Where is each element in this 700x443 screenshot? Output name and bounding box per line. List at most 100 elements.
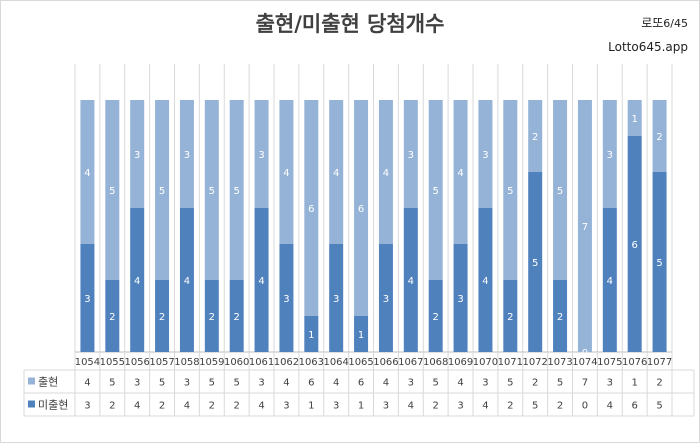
data-label-1064-chul: 4 [333, 168, 339, 179]
table-value-r0-1072: 2 [532, 378, 538, 389]
bar-1054-misschul [80, 244, 95, 352]
table-value-r1-1070: 4 [482, 401, 488, 412]
bar-1060-chul [229, 100, 244, 280]
table-value-r0-1064: 4 [333, 378, 339, 389]
data-label-1072-misschul: 5 [532, 258, 538, 269]
bar-1071-misschul [503, 280, 518, 352]
table-value-r1-1063: 1 [308, 401, 314, 412]
legend-swatch-0 [28, 377, 35, 385]
bar-1058-chul [179, 100, 194, 208]
table-value-r0-1068: 5 [433, 378, 439, 389]
table-value-r0-1071: 5 [507, 378, 513, 389]
bar-1068-misschul [428, 280, 443, 352]
bar-1069-chul [453, 100, 468, 244]
bar-1075-chul [602, 100, 617, 208]
category-label-1075: 1075 [597, 357, 622, 368]
table-value-r1-1074: 0 [582, 401, 588, 412]
data-label-1069-chul: 4 [457, 168, 463, 179]
table-value-r0-1067: 3 [408, 378, 414, 389]
data-label-1059-misschul: 2 [209, 312, 215, 323]
category-label-1072: 1072 [522, 357, 547, 368]
category-label-1077: 1077 [647, 357, 672, 368]
bar-1066-misschul [378, 244, 393, 352]
bar-1059-chul [204, 100, 219, 280]
bar-1062-misschul [279, 244, 294, 352]
table-value-r0-1059: 5 [209, 378, 215, 389]
table-value-r1-1064: 3 [333, 401, 339, 412]
table-value-r0-1073: 5 [557, 378, 563, 389]
category-label-1074: 1074 [572, 357, 597, 368]
data-label-1056-chul: 3 [134, 150, 140, 161]
data-label-1060-misschul: 2 [234, 312, 240, 323]
table-value-r0-1061: 3 [258, 378, 264, 389]
brand-url: Lotto645.app [608, 40, 688, 54]
category-label-1064: 1064 [323, 357, 348, 368]
data-label-1058-chul: 3 [184, 150, 190, 161]
bar-1063-chul [304, 100, 319, 316]
category-label-1069: 1069 [448, 357, 473, 368]
bar-1065-misschul [354, 316, 369, 352]
data-label-1077-chul: 2 [656, 132, 662, 143]
data-label-1061-chul: 3 [258, 150, 264, 161]
data-label-1075-misschul: 4 [607, 276, 613, 287]
bar-1064-misschul [329, 244, 344, 352]
table-value-r1-1062: 3 [283, 401, 289, 412]
bar-1073-chul [553, 100, 568, 280]
category-label-1056: 1056 [124, 357, 149, 368]
category-label-1057: 1057 [149, 357, 174, 368]
data-label-1063-misschul: 1 [308, 330, 314, 341]
data-label-1071-chul: 5 [507, 186, 513, 197]
table-value-r0-1074: 7 [582, 378, 588, 389]
table-value-r1-1077: 5 [656, 401, 662, 412]
table-value-r0-1056: 3 [134, 378, 140, 389]
category-label-1065: 1065 [348, 357, 373, 368]
data-label-1073-misschul: 2 [557, 312, 563, 323]
brand-label: 로또6/45 [641, 14, 688, 31]
brand-suffix: 6/45 [663, 17, 688, 30]
data-label-1070-chul: 3 [482, 150, 488, 161]
data-label-1074-misschul: 0 [582, 348, 588, 359]
table-value-r0-1058: 3 [184, 378, 190, 389]
data-label-1064-misschul: 3 [333, 294, 339, 305]
bar-1058-misschul [179, 208, 194, 352]
table-value-r0-1069: 4 [457, 378, 463, 389]
table-value-r0-1065: 6 [358, 378, 364, 389]
data-label-1057-chul: 5 [159, 186, 165, 197]
category-label-1055: 1055 [100, 357, 125, 368]
bar-1071-chul [503, 100, 518, 280]
table-value-r0-1062: 4 [283, 378, 289, 389]
bar-1072-chul [528, 100, 543, 172]
table-value-r1-1058: 4 [184, 401, 190, 412]
legend-swatch-1 [28, 400, 35, 408]
table-value-r0-1070: 3 [482, 378, 488, 389]
bar-1062-chul [279, 100, 294, 244]
data-label-1065-chul: 6 [358, 204, 364, 215]
table-value-r0-1063: 6 [308, 378, 314, 389]
table-value-r1-1057: 2 [159, 401, 165, 412]
data-label-1065-misschul: 1 [358, 330, 364, 341]
chart-title: 출현/미출현 당첨개수 [255, 12, 445, 36]
table-value-r0-1077: 2 [656, 378, 662, 389]
bar-1074-chul [577, 100, 592, 352]
table-value-r1-1073: 2 [557, 401, 563, 412]
data-label-1061-misschul: 4 [258, 276, 264, 287]
legend-label-1: 미출현 [38, 399, 68, 412]
table-value-r1-1055: 2 [109, 401, 115, 412]
bar-1076-misschul [627, 136, 642, 352]
bar-1056-misschul [130, 208, 145, 352]
category-label-1062: 1062 [274, 357, 299, 368]
brand-name: 로또 [641, 16, 664, 30]
data-label-1076-chul: 1 [632, 114, 638, 125]
bar-1059-misschul [204, 280, 219, 352]
category-label-1060: 1060 [224, 357, 249, 368]
category-label-1058: 1058 [174, 357, 199, 368]
bar-1065-chul [354, 100, 369, 316]
data-label-1057-misschul: 2 [159, 312, 165, 323]
table-value-r1-1054: 3 [84, 401, 90, 412]
table-value-r1-1068: 2 [433, 401, 439, 412]
bar-1060-misschul [229, 280, 244, 352]
category-label-1063: 1063 [299, 357, 324, 368]
table-value-r0-1060: 5 [234, 378, 240, 389]
table-value-r1-1072: 5 [532, 401, 538, 412]
